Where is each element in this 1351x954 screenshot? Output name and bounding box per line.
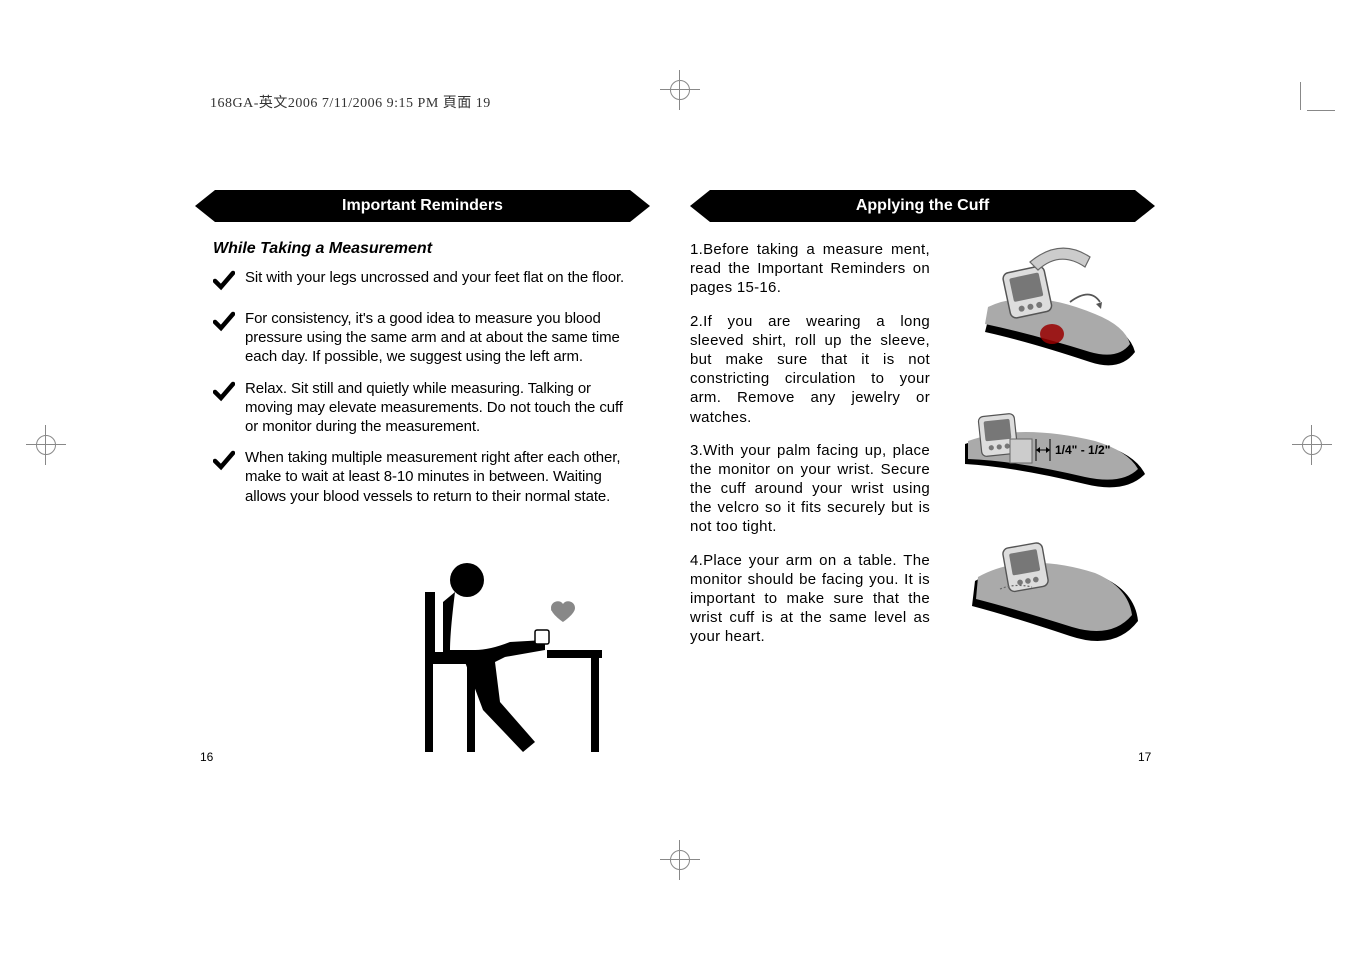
page-spread: Important Reminders While Taking a Measu… bbox=[195, 190, 1155, 683]
right-image-column: 1/4" - 1/2" bbox=[945, 240, 1150, 683]
cuff-fastened-illustration bbox=[960, 521, 1140, 661]
registration-mark-left bbox=[36, 435, 56, 455]
page-number-16: 16 bbox=[200, 750, 213, 764]
checkmark-icon bbox=[213, 448, 235, 506]
num-item: 2.If you are wearing a long sleeved shir… bbox=[690, 312, 930, 427]
check-text: For consistency, it's a good idea to mea… bbox=[245, 309, 632, 367]
right-page: Applying the Cuff 1.Before taking a meas… bbox=[690, 190, 1155, 683]
left-banner: Important Reminders bbox=[215, 190, 630, 222]
cuff-wrap-illustration bbox=[960, 232, 1140, 387]
page-number-17: 17 bbox=[1138, 750, 1151, 764]
cuff-distance-illustration: 1/4" - 1/2" bbox=[960, 409, 1140, 499]
seated-figure-illustration bbox=[395, 562, 605, 767]
left-subhead: While Taking a Measurement bbox=[213, 240, 650, 258]
print-sheet: 168GA-英文2006 7/11/2006 9:15 PM 頁面 19 Imp… bbox=[0, 0, 1351, 954]
check-text: Sit with your legs uncrossed and your fe… bbox=[245, 268, 624, 297]
right-body: 1.Before taking a measure ment, read the… bbox=[690, 240, 1155, 683]
right-text-column: 1.Before taking a measure ment, read the… bbox=[690, 240, 930, 683]
left-page: Important Reminders While Taking a Measu… bbox=[195, 190, 650, 683]
registration-mark-top bbox=[670, 80, 690, 100]
registration-mark-right bbox=[1302, 435, 1322, 455]
num-item: 4.Place your arm on a table. The monitor… bbox=[690, 551, 930, 647]
check-item: Relax. Sit still and quietly while measu… bbox=[213, 379, 632, 437]
checkmark-icon bbox=[213, 309, 235, 367]
check-item: Sit with your legs uncrossed and your fe… bbox=[213, 268, 632, 297]
check-text: Relax. Sit still and quietly while measu… bbox=[245, 379, 632, 437]
check-text: When taking multiple measurement right a… bbox=[245, 448, 632, 506]
crop-mark bbox=[1307, 110, 1335, 111]
num-item: 3.With your palm facing up, place the mo… bbox=[690, 441, 930, 537]
file-header: 168GA-英文2006 7/11/2006 9:15 PM 頁面 19 bbox=[210, 92, 491, 112]
registration-mark-bottom bbox=[670, 850, 690, 870]
check-item: For consistency, it's a good idea to mea… bbox=[213, 309, 632, 367]
checkmark-icon bbox=[213, 268, 235, 297]
distance-label: 1/4" - 1/2" bbox=[1055, 443, 1110, 457]
crop-mark bbox=[1300, 82, 1301, 110]
checkmark-icon bbox=[213, 379, 235, 437]
check-item: When taking multiple measurement right a… bbox=[213, 448, 632, 506]
right-banner: Applying the Cuff bbox=[710, 190, 1135, 222]
num-item: 1.Before taking a measure ment, read the… bbox=[690, 240, 930, 298]
